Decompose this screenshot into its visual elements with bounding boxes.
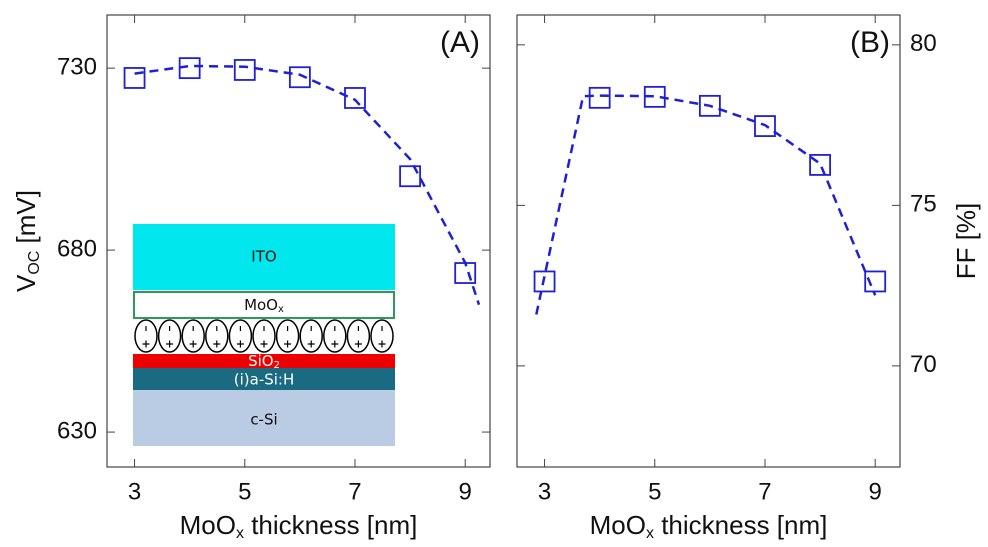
inset-label: ITO — [251, 248, 276, 266]
data-point — [454, 262, 477, 284]
data-point — [123, 67, 146, 89]
dipole-row — [134, 319, 394, 353]
dipole — [252, 319, 276, 353]
inset-label: MoO — [244, 296, 278, 314]
x-tick-label: 9 — [459, 478, 472, 505]
y-tick-label: 75 — [910, 191, 937, 218]
data-point — [533, 270, 556, 293]
dipole — [346, 319, 371, 353]
dipole-plus — [331, 340, 339, 348]
plot-frame — [516, 14, 901, 468]
inset-label: SiO2 — [248, 352, 280, 372]
dipole — [157, 319, 182, 353]
dipole — [181, 319, 205, 353]
panel-title: (B) — [850, 26, 890, 59]
dipole — [228, 319, 253, 353]
data-point — [643, 85, 666, 108]
asi-layer — [133, 368, 395, 390]
y-tick-label: 630 — [57, 417, 97, 444]
x-tick-label: 9 — [869, 478, 882, 505]
dipole-plus — [307, 340, 315, 348]
moox-layer — [133, 291, 395, 319]
inset-label: MoOx — [244, 296, 284, 316]
axis-label-main: MoO — [590, 510, 646, 540]
data-point — [588, 86, 611, 109]
csi-layer — [133, 390, 395, 446]
x-tick-label: 3 — [538, 478, 551, 505]
sio2-layer — [133, 354, 395, 368]
x-tick-label: 7 — [348, 478, 361, 505]
axis-label: MoOx thickness [nm] — [180, 510, 418, 542]
x-tick-label: 5 — [238, 478, 251, 505]
inset-label: c-Si — [250, 411, 277, 429]
inset-label: SiO — [248, 352, 274, 370]
dipole — [275, 319, 300, 353]
data-point — [698, 94, 721, 117]
data-point — [399, 165, 421, 188]
dipole-plus — [284, 340, 292, 348]
dipole — [205, 319, 229, 353]
y-tick-label: 80 — [910, 30, 937, 57]
dipole — [134, 319, 158, 353]
dipole-plus — [189, 340, 197, 348]
dipole-plus — [166, 340, 174, 348]
axis-label-rest: thickness [nm] — [244, 510, 417, 540]
inset-label-sub: x — [278, 304, 284, 315]
data-point — [288, 66, 311, 89]
axis-label-main: FF [%] — [951, 203, 981, 280]
dipole-plus — [142, 340, 150, 348]
inset-diagram: ITO MoOx SiO2 (i)a-Si:H c-Si — [133, 224, 395, 446]
data-point — [754, 115, 776, 137]
fit-line — [535, 94, 877, 315]
y-tick-label: 730 — [57, 53, 97, 80]
axis-label: FF [%] — [951, 203, 981, 280]
y-tick-label: 680 — [57, 235, 97, 262]
dipole — [323, 319, 347, 353]
axis-label-main: MoO — [180, 510, 236, 540]
inset-label: (i)a-Si:H — [234, 371, 295, 389]
y-tick-label: 70 — [910, 351, 937, 378]
plot-frame — [106, 14, 491, 468]
dipole-plus — [378, 340, 386, 348]
axis-label: MoOx thickness [nm] — [590, 510, 828, 542]
axis-label-sub: x — [236, 525, 244, 542]
data-point — [809, 154, 831, 176]
x-tick-label: 3 — [128, 478, 141, 505]
data-point — [233, 59, 256, 81]
panel-title: (A) — [440, 26, 480, 59]
data-point — [178, 57, 201, 80]
dipole — [370, 319, 394, 353]
x-tick-label: 7 — [758, 478, 771, 505]
dipole-plus — [354, 340, 362, 348]
axis-label-sub: OC — [26, 251, 43, 275]
dipole — [299, 319, 323, 353]
ito-layer — [133, 224, 395, 290]
data-point — [344, 87, 366, 109]
axis-label-main: V — [11, 274, 41, 292]
inset-label-sub: 2 — [274, 360, 280, 371]
axis-label-rest: thickness [nm] — [654, 510, 827, 540]
axis-label-sub: x — [646, 525, 654, 542]
dipole-plus — [236, 340, 244, 348]
dipole-plus — [213, 340, 221, 348]
axis-label-rest: [mV] — [11, 190, 41, 251]
data-point — [864, 270, 887, 293]
axis-label: VOC [mV] — [11, 190, 43, 292]
x-tick-label: 5 — [648, 478, 661, 505]
dipole-plus — [260, 340, 268, 348]
